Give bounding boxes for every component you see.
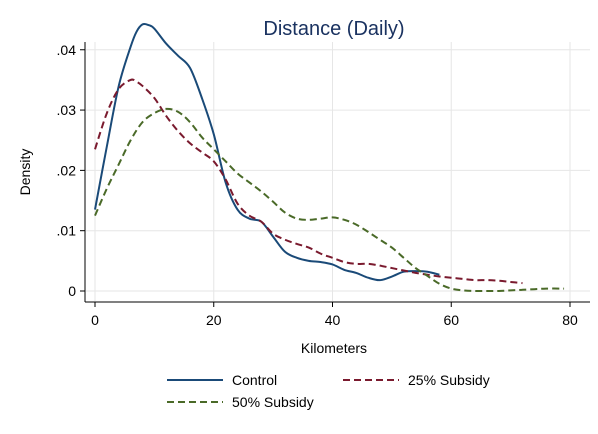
series-line-25-subsidy <box>94 78 523 285</box>
x-axis-label: Kilometers <box>301 340 367 356</box>
x-tick-label: 40 <box>325 312 341 328</box>
series-lines <box>94 22 565 293</box>
y-tick-label: .04 <box>57 42 77 58</box>
x-tick-label: 60 <box>443 312 459 328</box>
x-tick-label: 0 <box>91 312 99 328</box>
grid <box>86 42 590 301</box>
x-tick-label: 20 <box>206 312 222 328</box>
legend-label-50-subsidy: 50% Subsidy <box>232 394 314 410</box>
legend-label-25-subsidy: 25% Subsidy <box>408 372 490 388</box>
y-tick-label: .01 <box>57 223 77 239</box>
y-tick-label: .02 <box>57 162 77 178</box>
y-ticks: 0 .01 .02 .03 .04 <box>57 42 85 299</box>
series-line-50-subsidy <box>94 107 565 293</box>
x-ticks: 0 20 40 60 80 <box>91 302 578 328</box>
y-tick-label: 0 <box>68 283 76 299</box>
legend: Control 25% Subsidy 50% Subsidy <box>167 372 490 410</box>
y-tick-label: .03 <box>57 102 77 118</box>
y-axis-label: Density <box>17 149 33 196</box>
axes <box>84 42 590 303</box>
x-tick-label: 80 <box>562 312 578 328</box>
legend-label-control: Control <box>232 372 277 388</box>
series-line-control <box>94 22 440 282</box>
chart-title: Distance (Daily) <box>263 18 404 40</box>
